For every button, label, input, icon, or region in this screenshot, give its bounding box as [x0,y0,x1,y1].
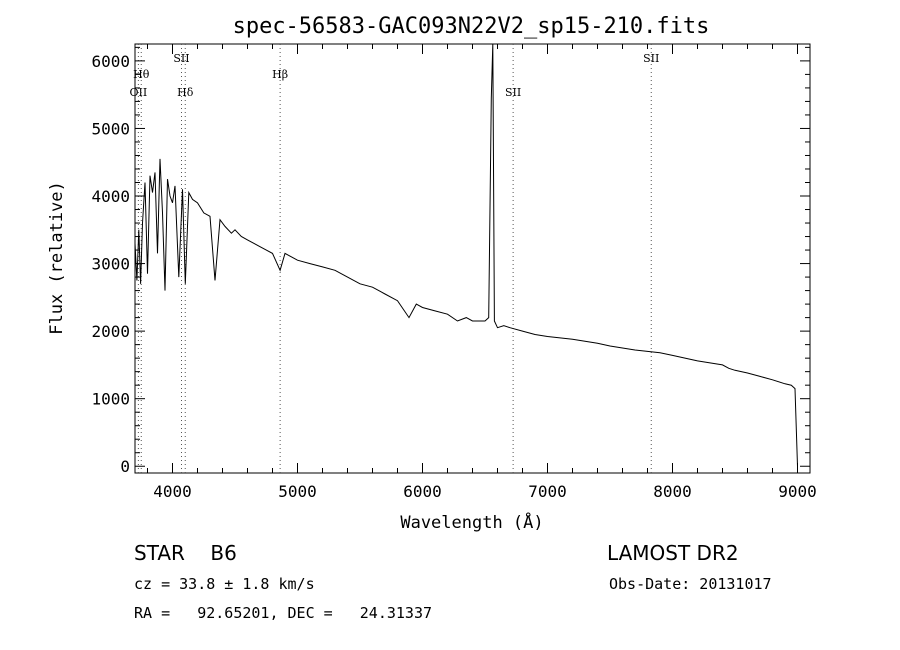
y-tick-label: 6000 [91,52,130,71]
survey-name: LAMOST DR2 [607,541,739,565]
y-tick-label: 4000 [91,187,130,206]
y-tick-label: 2000 [91,322,130,341]
plot-frame [134,43,811,474]
spectral-line-label: SII [643,52,659,65]
x-tick-label: 6000 [403,482,442,501]
x-tick-label: 5000 [278,482,317,501]
spectrum-line [134,43,798,467]
y-tick-label: 3000 [91,255,130,274]
observation-date: Obs-Date: 20131017 [609,575,772,593]
spectral-line-label: Hβ [272,68,288,81]
object-class: STAR B6 [134,541,237,565]
coordinates: RA = 92.65201, DEC = 24.31337 [134,604,433,622]
x-tick-label: 4000 [153,482,192,501]
y-axis-label: Flux (relative) [47,181,67,335]
spectral-line-label: Hθ [133,68,150,81]
spectral-line-markers: OII Hθ SII Hδ Hβ SII SII [130,44,659,473]
x-tick-label: 9000 [778,482,817,501]
y-tick-label: 0 [120,457,130,476]
x-axis-label: Wavelength (Å) [400,511,543,533]
redshift-velocity: cz = 33.8 ± 1.8 km/s [134,575,315,593]
axis-ticks: 4000 5000 6000 7000 8000 9000 0 1000 2000 3000 400… [91,44,817,501]
y-tick-label: 5000 [91,119,130,138]
spectral-line-label: OII [130,86,148,99]
spectral-line-label: SII [173,52,189,65]
y-tick-label: 1000 [91,390,130,409]
spectral-line-label: SII [505,86,521,99]
chart-title: spec-56583-GAC093N22V2_sp15-210.fits [233,14,710,39]
x-tick-label: 7000 [528,482,567,501]
spectral-line-label: Hδ [177,86,194,99]
x-tick-label: 8000 [653,482,692,501]
